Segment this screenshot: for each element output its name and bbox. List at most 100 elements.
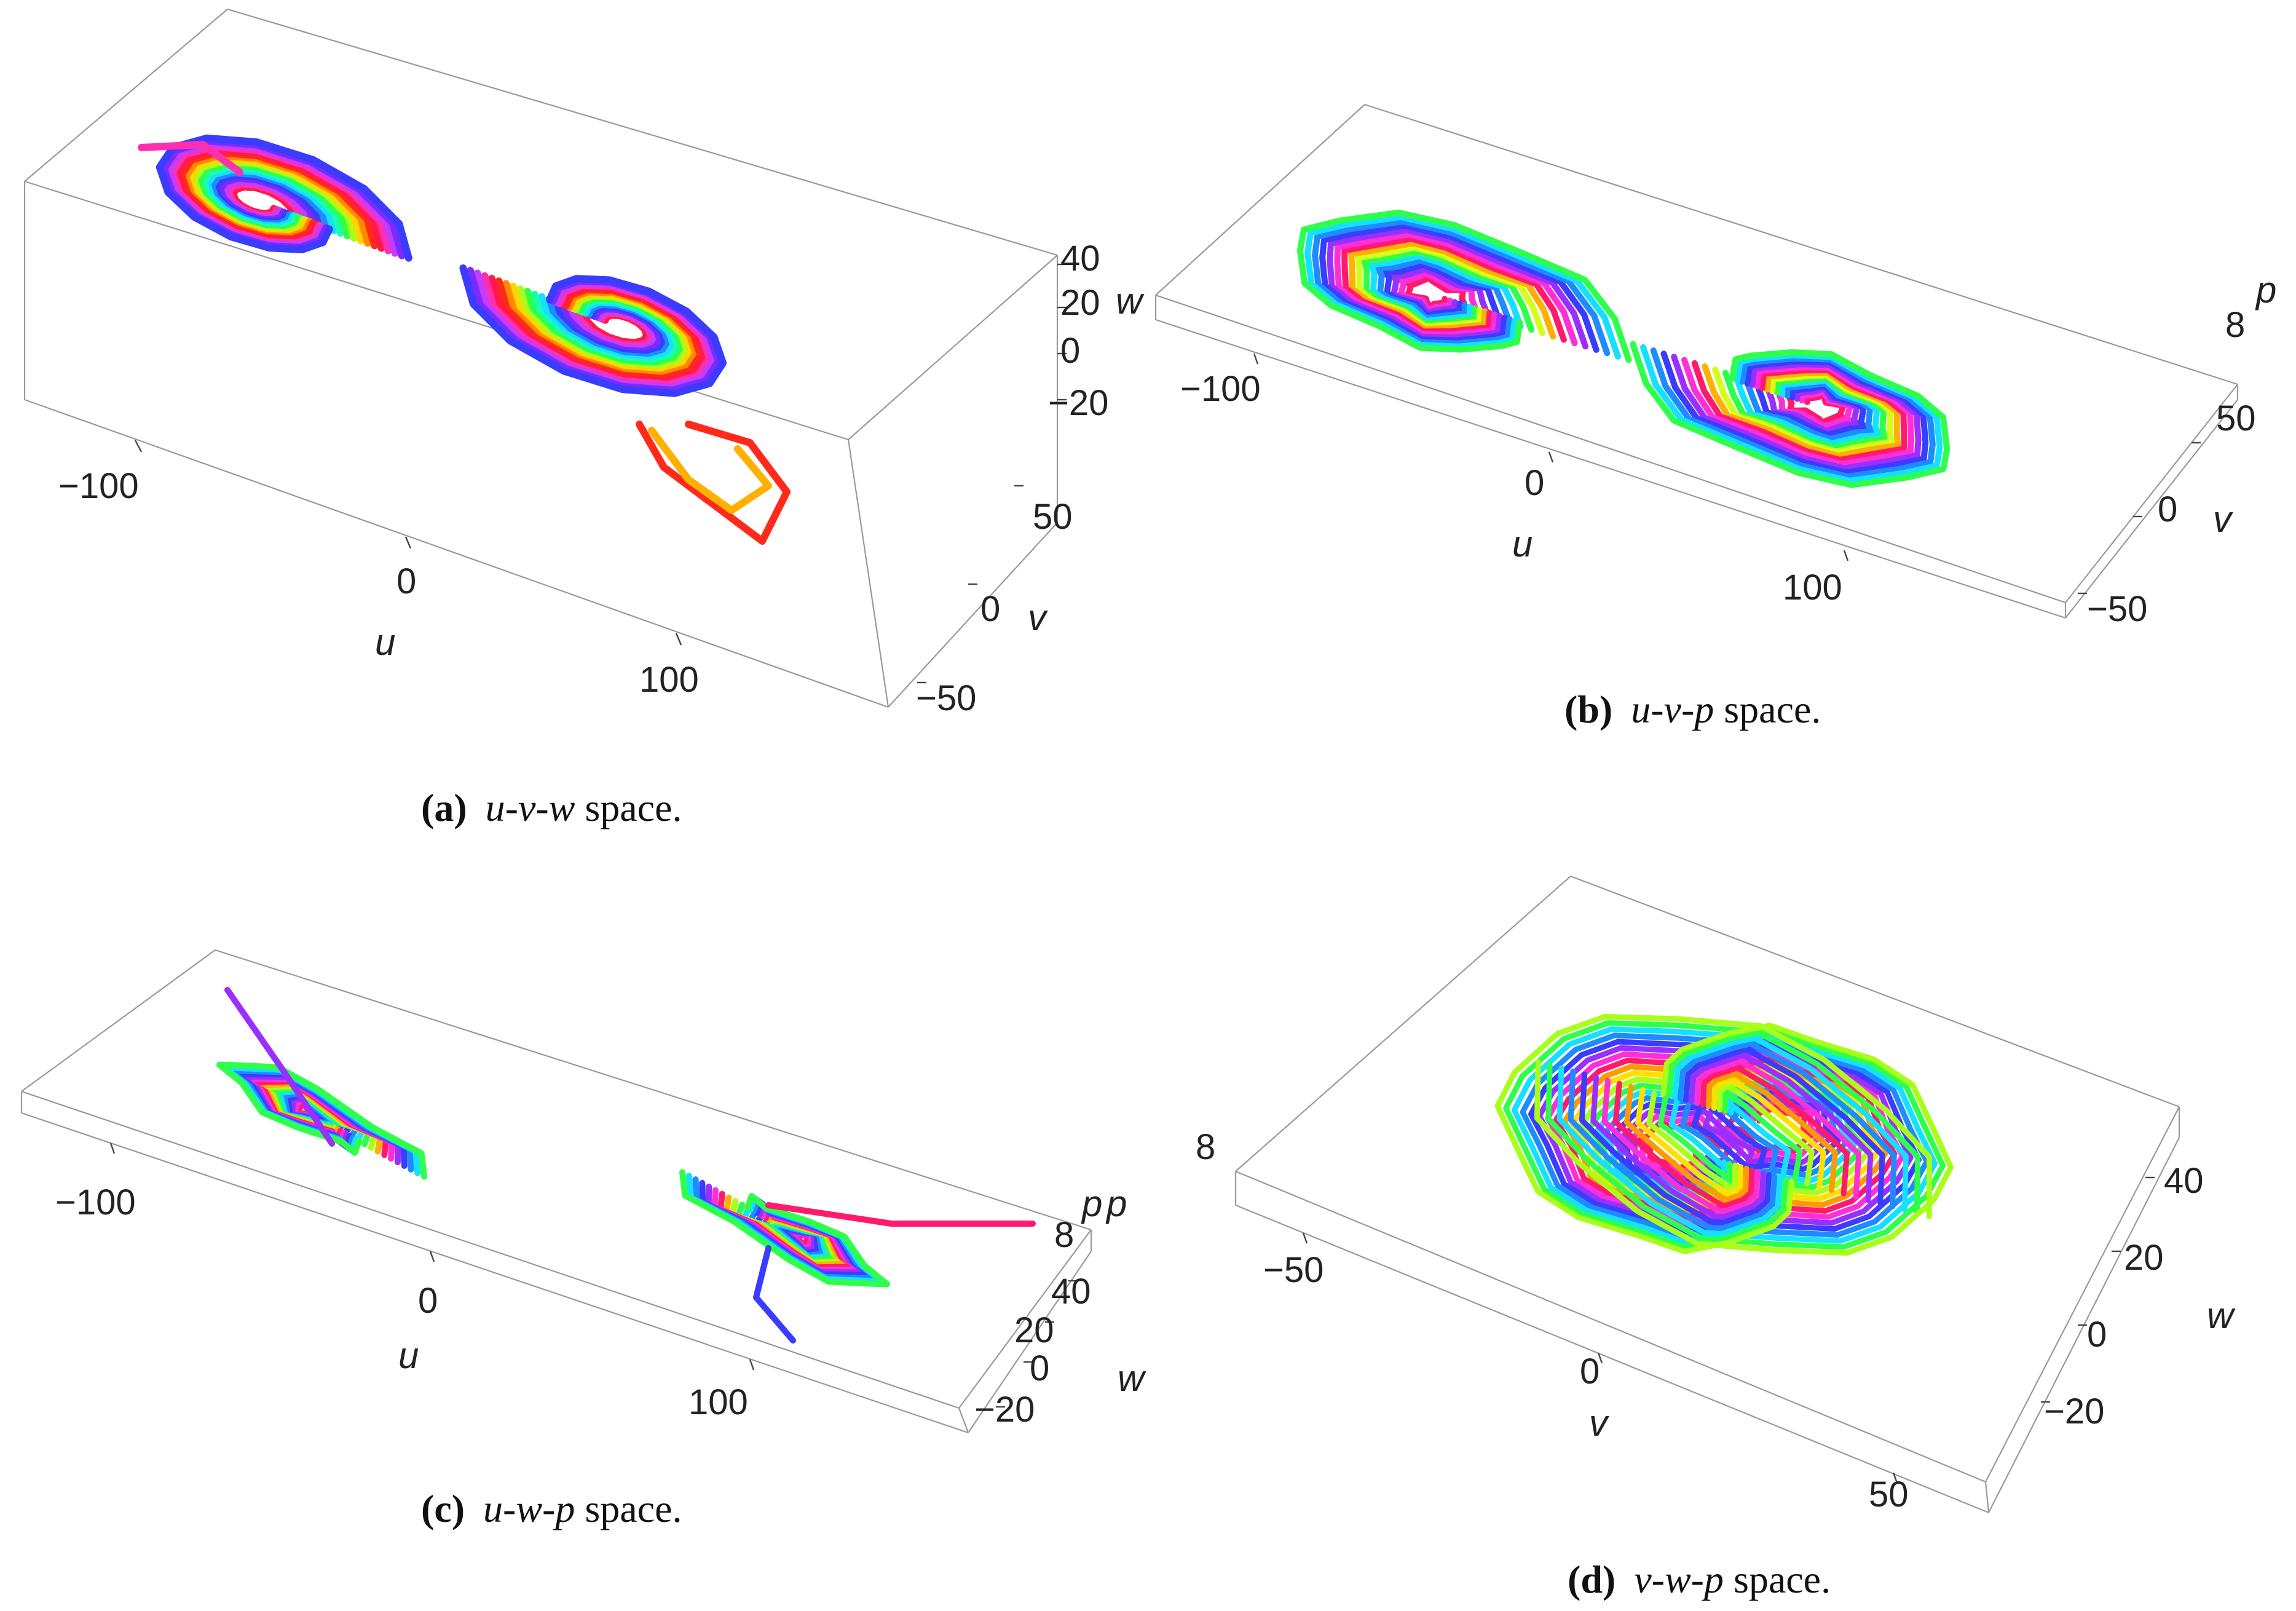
b-p-tick: 8 — [2225, 305, 2245, 345]
trajectory-spike — [765, 1202, 1036, 1227]
panel-a-w-ticks — [1057, 263, 1067, 401]
a-w-tick-4: −20 — [1048, 383, 1108, 423]
panel-b-box — [1154, 103, 2239, 619]
a-caption-tag: (a) — [421, 786, 467, 829]
panel-c-box — [20, 949, 1092, 1434]
panel-d-v-ticks — [1302, 1232, 1898, 1484]
c-caption-suffix: space. — [575, 1487, 682, 1530]
trajectory-segment-left — [1334, 231, 1578, 346]
b-p-label: p — [2255, 269, 2276, 311]
panel-b: −100 0 100 u 50 0 −50 v w 8 p (b) u-v-p … — [1116, 103, 2276, 731]
trajectory-segment-right — [1650, 347, 1936, 480]
a-caption-suffix: space. — [575, 786, 682, 829]
trajectory-segment-right — [1556, 1032, 1938, 1244]
b-u-tick-1: −100 — [1180, 369, 1261, 409]
a-v-tick-3: −50 — [916, 678, 976, 718]
panel-d-w-ticks — [2041, 1176, 2155, 1403]
trajectory-segment-left — [1327, 227, 1589, 350]
trajectory-segment-left — [1319, 223, 1600, 353]
a-v-tick-1: 50 — [1033, 497, 1073, 537]
c-w-tick-2: 20 — [1014, 1310, 1054, 1350]
panel-b-curves — [1296, 209, 1951, 488]
d-caption-vars: v-w-p — [1634, 1558, 1724, 1601]
trajectory-segment-right — [1590, 1045, 1914, 1226]
trajectory-segment-left — [1304, 213, 1621, 360]
panel-d: −50 0 50 v 40 20 0 −20 w 8 (d) v-w-p spa… — [1196, 875, 2236, 1601]
panel-a-curves — [138, 134, 791, 545]
trajectory-segment-right — [1753, 379, 1869, 438]
b-v-label: v — [2213, 499, 2233, 540]
trajectory-segment-left — [1382, 261, 1502, 323]
trajectory-segment-right — [1702, 363, 1901, 459]
trajectory-segment-left — [1296, 209, 1632, 363]
a-caption: (a) u-v-w space. — [421, 786, 682, 829]
d-w-label: w — [2207, 1295, 2236, 1336]
trajectory-segment-right — [1640, 344, 1943, 484]
trajectory-segment-left — [1341, 236, 1567, 343]
c-p-label-1: p — [1081, 1183, 1102, 1224]
panel-a-u-ticks — [134, 440, 682, 646]
c-w-tick-3: 0 — [1030, 1348, 1049, 1388]
b-u-tick-2: 0 — [1525, 463, 1544, 503]
b-caption-vars: u-v-p — [1631, 687, 1714, 731]
a-u-tick-3: 100 — [639, 660, 699, 700]
d-w-tick-1: 40 — [2164, 1161, 2204, 1201]
trajectory-segment-right — [679, 1169, 890, 1288]
d-v-label: v — [1589, 1403, 1609, 1444]
d-w-tick-4: −20 — [2044, 1391, 2104, 1431]
d-w-tick-2: 20 — [2124, 1238, 2164, 1278]
d-caption-suffix: space. — [1724, 1558, 1831, 1601]
panel-a-box — [23, 8, 1059, 708]
c-p-label-2: p — [1105, 1183, 1127, 1224]
trajectory-segment-right — [459, 264, 727, 397]
trajectory-segment-right — [1732, 373, 1882, 446]
a-w-tick-3: 0 — [1060, 331, 1080, 371]
c-caption-tag: (c) — [421, 1487, 465, 1530]
trajectory-segment-left — [1355, 244, 1545, 336]
b-v-tick-1: 50 — [2216, 398, 2256, 438]
b-w-label: w — [1116, 280, 1145, 322]
trajectory-tail — [648, 427, 772, 514]
a-u-label: u — [375, 622, 395, 663]
trajectory-segment-left — [1375, 257, 1513, 327]
panel-c-u-ticks — [109, 1142, 755, 1371]
d-w-tick-3: 0 — [2087, 1315, 2107, 1355]
b-caption-tag: (b) — [1564, 687, 1612, 731]
b-v-tick-2: 0 — [2158, 489, 2177, 529]
panel-a: −100 0 100 u 50 0 −50 v 40 20 0 −20 (a) … — [23, 8, 1108, 829]
trajectory-segment-right — [1691, 1087, 1841, 1172]
a-v-label: v — [1028, 597, 1048, 638]
b-u-tick-3: 100 — [1783, 568, 1842, 608]
b-caption: (b) u-v-p space. — [1564, 687, 1821, 731]
trajectory-segment-right — [1630, 341, 1951, 488]
trajectory-segment-right — [1623, 1059, 1890, 1208]
c-caption: (c) u-w-p space. — [421, 1487, 682, 1530]
b-v-tick-3: −50 — [2087, 589, 2147, 629]
trajectory-segment-right — [1712, 366, 1895, 455]
trajectory-segment-left — [1494, 1013, 1933, 1254]
trajectory-segment-left — [1368, 253, 1524, 330]
d-p-tick: 8 — [1196, 1127, 1215, 1167]
a-w-tick-1: 40 — [1060, 239, 1100, 279]
b-caption-suffix: space. — [1714, 687, 1821, 731]
panel-c: −100 0 100 u 40 20 0 −20 w 8 p p (c) u-w… — [20, 949, 1146, 1530]
trajectory-segment-left — [156, 134, 412, 262]
trajectory-tail — [636, 421, 791, 545]
trajectory-segment-left — [1312, 218, 1611, 357]
a-u-tick-1: −100 — [58, 466, 139, 506]
c-w-tick-4: −20 — [974, 1390, 1035, 1430]
trajectory-segment-right — [1660, 350, 1929, 476]
panel-b-u-ticks — [1253, 353, 1849, 561]
c-w-label: w — [1118, 1358, 1146, 1399]
trajectory-segment-right — [1691, 360, 1907, 463]
d-v-tick-3: 50 — [1869, 1474, 1909, 1514]
trajectory-segment-right — [1743, 376, 1875, 443]
d-v-tick-1: −50 — [1263, 1250, 1324, 1290]
c-p-tick: 8 — [1054, 1215, 1074, 1255]
trajectory-spike — [224, 987, 335, 1147]
d-caption: (d) v-w-p space. — [1568, 1558, 1831, 1601]
trajectory-segment-right — [1722, 370, 1888, 451]
trajectory-segment-right — [1681, 357, 1914, 467]
panel-b-v-ticks — [2078, 441, 2201, 595]
